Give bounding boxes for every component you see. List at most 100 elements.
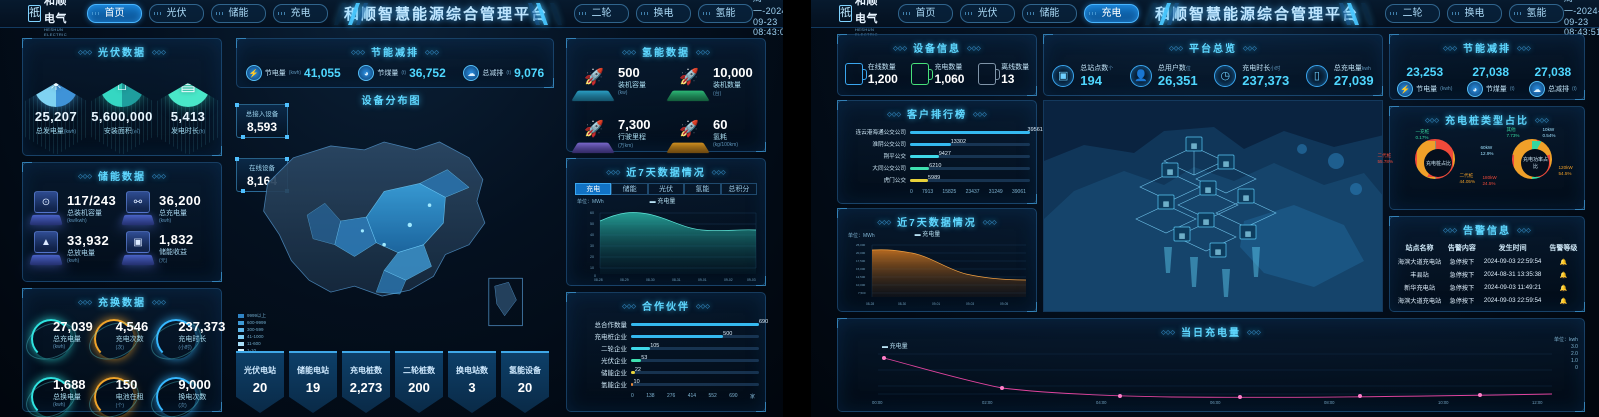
right-dashboard: 祇 和顺电气 HESHUN ELECTRIC 首页 光伏 储能 充电 和顺智慧能… — [810, 0, 1599, 417]
alarm-icon: 🔔 — [1559, 297, 1568, 305]
table-row[interactable]: 海滨大道充电站 急停按下 2024-09-03 22:59:54 🔔 — [1394, 255, 1580, 268]
charge-label: 换电次数 — [178, 394, 207, 401]
charge-icon: ⚯ — [121, 191, 155, 226]
svg-text:10,000: 10,000 — [856, 283, 866, 287]
tab-total[interactable]: 总积分 — [720, 183, 758, 195]
svg-text:▦: ▦ — [1163, 201, 1170, 208]
logo-name-en: HESHUN ELECTRIC — [44, 26, 67, 37]
storage-label: 总装机容量 — [67, 209, 102, 217]
platform-overview-panel: ◇◇◇ 平台总览 ◇◇◇ ▣ 总站点数个 194 👤 总用户数位 26,351 ◷ 充电… — [1042, 34, 1383, 96]
nav-item-storage[interactable]: 储能 — [210, 4, 266, 23]
storage-panel-title: ◇◇◇ 储能数据 ◇◇◇ — [78, 172, 166, 183]
hex-card-swap-stations[interactable]: 换电站数 3 — [448, 351, 496, 413]
right-map-svg: ▦ ▦ ▦ ▦ ▦ ▦ ▦ ▦ ▦ ▦ — [1043, 101, 1382, 311]
table-row[interactable]: 海滨大道充电站 急停按下 2024-09-03 22:59:54 🔔 — [1394, 294, 1580, 307]
customer-row: 大同公交公司 6210 — [844, 162, 1030, 174]
customer-row: 荆平公交 9427 — [844, 150, 1030, 162]
svg-text:▦: ▦ — [1205, 187, 1212, 194]
tab-storage[interactable]: 储能 — [611, 183, 648, 195]
svg-text:09-02: 09-02 — [724, 278, 733, 282]
hex-card-storage-station[interactable]: 储能电站 19 — [289, 351, 337, 413]
donut-center-label: 充电桩占比 — [1424, 149, 1453, 177]
left-nav-group: 首页 光伏 储能 充电 — [86, 4, 328, 23]
saving-item: 27,038 ◕ 节煤量 (t) — [1466, 65, 1515, 97]
nav-item-swap[interactable]: 换电 — [636, 4, 691, 23]
left-dashboard: 祇 和顺电气 HESHUN ELECTRIC 首页 光伏 储能 充电 和顺智慧能… — [0, 0, 784, 417]
alarm-icon: 🔔 — [1559, 258, 1568, 266]
clock-icon: ◷ — [1214, 64, 1237, 87]
partner-panel: ◇◇◇ 合作伙伴 ◇◇◇ 总合作数量 690 充电桩企业 500 二轮企业 105 … — [566, 292, 768, 412]
hex-card-charge-piles[interactable]: 充电桩数 2,273 — [342, 351, 390, 413]
charge-value: 4,546 — [115, 319, 149, 334]
left-platform-title: 和顺智慧能源综合管理平台 — [343, 6, 548, 23]
right-seven-unit: 单位：MWh — [847, 233, 875, 239]
storage-item: ⊙ 117/243 总装机容量 (kw/kwh) — [29, 191, 121, 226]
nav-item-home[interactable]: 首页 — [86, 4, 142, 23]
today-units: 单位：kwh 3.0 2.0 1.0 0 — [1554, 337, 1578, 371]
svg-text:0: 0 — [594, 274, 596, 278]
nav-item-twowheel[interactable]: 二轮 — [1384, 4, 1440, 23]
seven-day-panel: ◇◇◇ 近7天数据情况 ◇◇◇ 充电 储能 光伏 氢能 总积分 单位：MWh ▬ 充… — [566, 158, 766, 286]
storage-label: 总充电量 — [159, 209, 187, 217]
tab-charge[interactable]: 充电 — [575, 183, 612, 195]
svg-text:20,000: 20,000 — [856, 251, 866, 255]
donut-label: 二代桩 55.78% — [1377, 153, 1394, 164]
nav-item-hydrogen[interactable]: 氢能 — [698, 4, 753, 23]
datetime-text: 周一-2024-09-23 08:43:51 — [1563, 0, 1599, 37]
saving-item: ☁ 总减排 (t) 9,076 — [463, 63, 544, 81]
user-icon: 👤 — [1129, 64, 1152, 87]
pv-data-panel: ◇◇◇ 光伏数据 ◇◇◇ ☀ 25,207 总发电量(kwh) ⌂ 5,600,00… — [22, 38, 222, 156]
coal-icon: ◕ — [1466, 81, 1483, 97]
tab-hydrogen[interactable]: 氢能 — [684, 183, 721, 195]
rocket-icon: 🚀 — [571, 65, 615, 105]
seven-day-unit: 单位：MWh — [577, 199, 604, 205]
alarm-icon: 🔔 — [1559, 271, 1568, 279]
nav-item-storage[interactable]: 储能 — [1021, 4, 1077, 23]
table-row[interactable]: 新华充电站 急停按下 2024-09-03 11:49:21 🔔 — [1394, 281, 1580, 294]
table-row[interactable]: 丰县站 急停按下 2024-08-31 13:35:38 🔔 — [1394, 268, 1580, 281]
svg-text:09-01: 09-01 — [932, 302, 940, 306]
overview-item: ◷ 充电时长小时 237,373 — [1214, 63, 1289, 88]
saving-item: ⚡ 节电量 (kwh) 41,055 — [245, 63, 341, 81]
hex-card-pv-station[interactable]: 光伏电站 20 — [236, 351, 284, 413]
pv-item: ☀ 25,207 总发电量(kwh) — [25, 65, 87, 155]
alarm-table: 站点名称 告警内容 发生时间 告警等级 海滨大道充电站 急停按下 2024-09-… — [1394, 241, 1580, 307]
legend-label: 41-1000 — [247, 334, 264, 339]
svg-text:08-28: 08-28 — [594, 278, 603, 282]
datetime-text: 周一-2024-09-23 08:43:03 — [753, 0, 784, 37]
alarm-title: ◇◇◇ 告警信息 ◇◇◇ — [1443, 226, 1531, 237]
nav-item-charge[interactable]: 充电 — [272, 4, 328, 23]
rocket-icon: 🚀 — [571, 117, 615, 157]
svg-text:▦: ▦ — [1191, 143, 1198, 150]
bolt-icon: ⚡ — [1397, 81, 1414, 97]
tab-pv[interactable]: 光伏 — [647, 183, 685, 195]
charge-items: 27,039 总充电量 (kwh) 4,546 充电次数 (次) 237,373… — [20, 315, 225, 417]
nav-item-pv[interactable]: 光伏 — [148, 4, 204, 23]
platform-overview-title: ◇◇◇ 平台总览 ◇◇◇ — [1169, 44, 1257, 55]
nav-item-twowheel[interactable]: 二轮 — [574, 4, 629, 23]
hex-card-twowheel-piles[interactable]: 二轮桩数 200 — [395, 351, 443, 413]
cloud-icon: ☁ — [1528, 81, 1545, 97]
customer-row: 连云港海通公交公司 39561 — [855, 126, 1043, 137]
hex-card-hydrogen-devices[interactable]: 氢能设备 20 — [501, 351, 549, 413]
overview-item: ▣ 总站点数个 194 — [1052, 63, 1113, 88]
svg-text:▦: ▦ — [1243, 195, 1250, 202]
china-map[interactable] — [236, 105, 552, 335]
svg-text:▦: ▦ — [1215, 249, 1222, 256]
partner-axis: 0 138 276 414 552 690 家 — [631, 393, 755, 400]
hydrogen-item: 🚀 500 装机容量 (kw) — [571, 65, 664, 113]
storage-label: 储能收益 — [159, 249, 187, 256]
nav-item-pv[interactable]: 光伏 — [959, 4, 1015, 23]
pv-label: 总发电量 — [35, 128, 64, 135]
nav-item-home[interactable]: 首页 — [897, 4, 953, 23]
right-topbar: 祇 和顺电气 HESHUN ELECTRIC 首页 光伏 储能 充电 和顺智慧能… — [810, 0, 1599, 37]
right-map[interactable]: ▦ ▦ ▦ ▦ ▦ ▦ ▦ ▦ ▦ ▦ — [1042, 100, 1383, 312]
storage-item: ▣ 1,832 储能收益 (元) — [121, 231, 213, 266]
saving-items: ⚡ 节电量 (kwh) 41,055 ◕ 节煤量 (t) 36,752 ☁ 总减… — [237, 63, 553, 81]
nav-item-swap[interactable]: 换电 — [1446, 4, 1502, 23]
brand-logo: 祇 和顺电气 HESHUN ELECTRIC — [838, 0, 882, 37]
nav-item-hydrogen[interactable]: 氢能 — [1508, 4, 1564, 23]
alarm-col-content: 告警内容 — [1447, 245, 1476, 252]
battery-icon: ⊙ — [29, 191, 63, 226]
nav-item-charge[interactable]: 充电 — [1083, 4, 1139, 23]
